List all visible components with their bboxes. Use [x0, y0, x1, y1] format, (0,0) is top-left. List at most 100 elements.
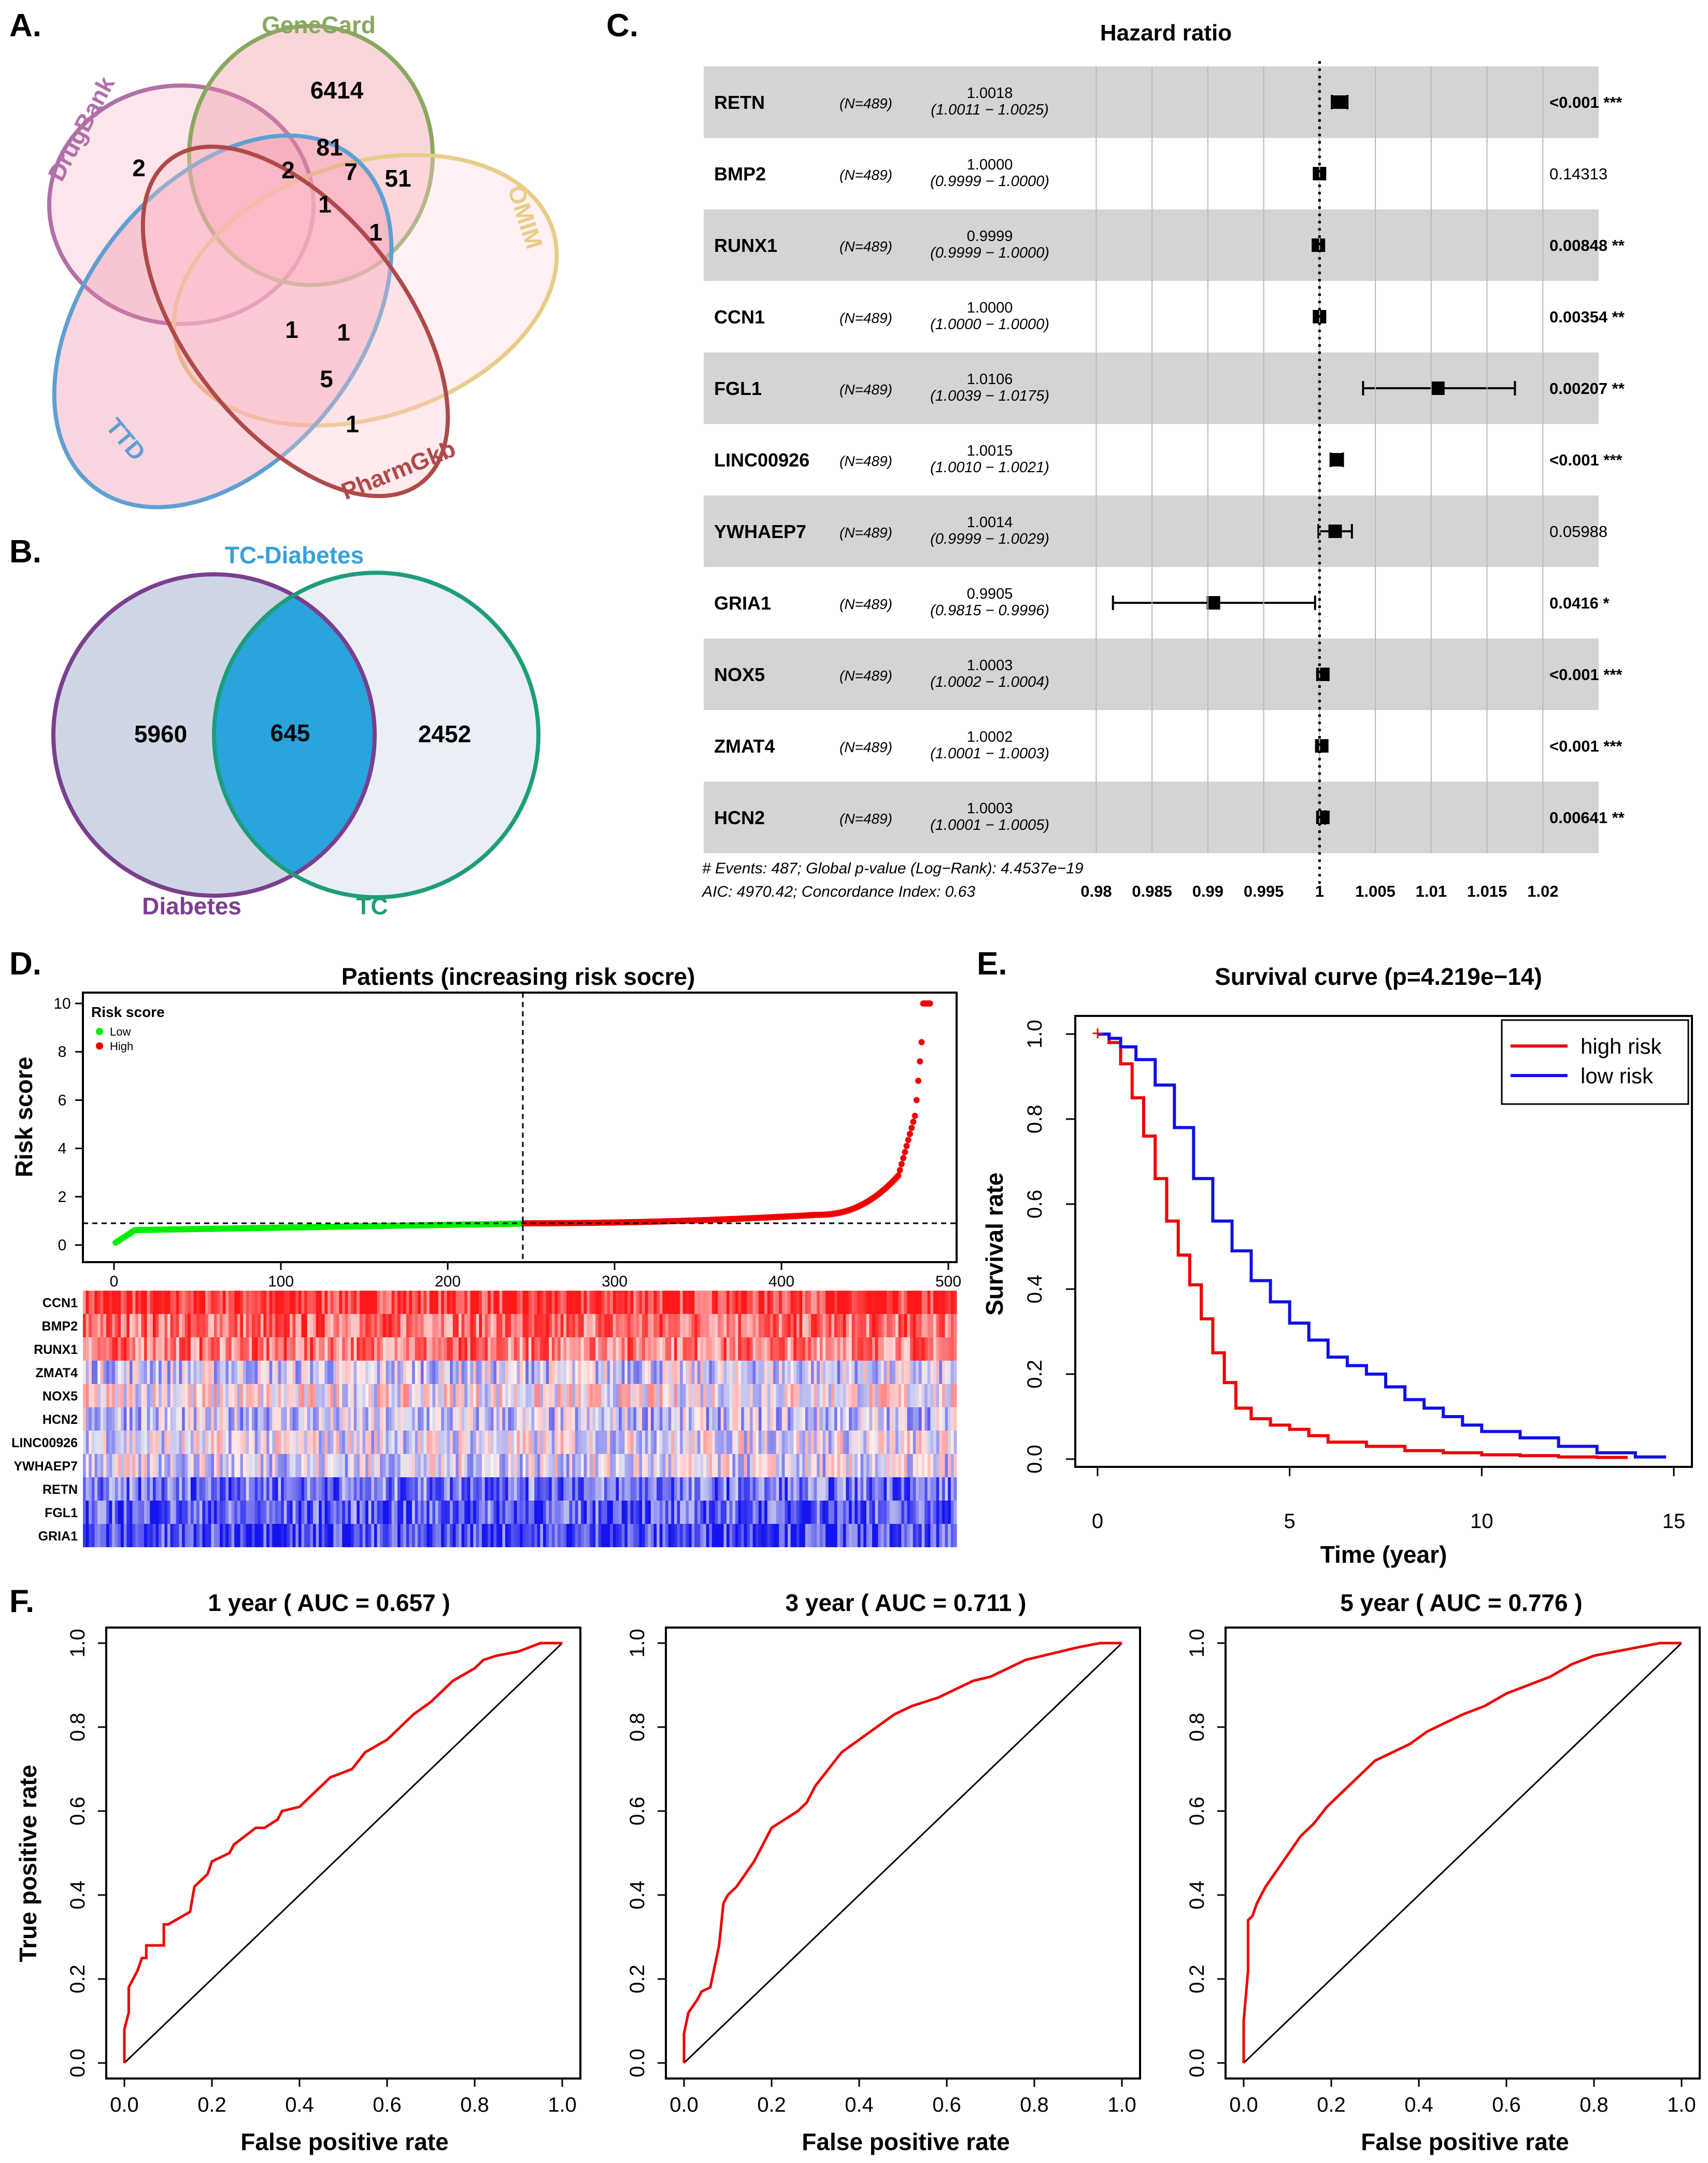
heatmap-cell — [511, 1407, 515, 1431]
heatmap-cell — [682, 1337, 686, 1361]
heatmap-cell — [814, 1524, 817, 1547]
heatmap-cell — [129, 1291, 133, 1314]
heatmap-cell — [921, 1501, 925, 1524]
heatmap-cell — [188, 1431, 191, 1454]
heatmap-cell — [97, 1524, 101, 1547]
heatmap-cell — [380, 1454, 383, 1477]
heatmap-cell — [857, 1337, 861, 1361]
heatmap-cell — [353, 1291, 357, 1314]
heatmap-cell — [767, 1431, 771, 1454]
risk-point — [896, 1167, 903, 1174]
heatmap-cell — [689, 1477, 692, 1501]
heatmap-cell — [843, 1431, 846, 1454]
heatmap-cell — [598, 1501, 602, 1524]
heatmap-cell — [167, 1337, 171, 1361]
heatmap-cell — [150, 1337, 153, 1361]
heatmap-cell — [290, 1431, 293, 1454]
heatmap-cell — [394, 1361, 398, 1384]
heatmap-cell — [263, 1361, 267, 1384]
heatmap-cell — [368, 1337, 372, 1361]
heatmap-cell — [220, 1431, 223, 1454]
heatmap-cell — [123, 1337, 127, 1361]
heatmap-cell — [83, 1477, 87, 1501]
heatmap-cell — [668, 1384, 672, 1407]
heatmap-cell — [252, 1384, 255, 1407]
heatmap-cell — [129, 1337, 133, 1361]
heatmap-cell — [292, 1454, 296, 1477]
heatmap-cell — [496, 1291, 500, 1314]
heatmap-cell — [671, 1407, 675, 1431]
heatmap-cell — [118, 1407, 121, 1431]
heatmap-cell — [222, 1524, 226, 1547]
heatmap-cell — [546, 1524, 549, 1547]
heatmap-cell — [601, 1501, 605, 1524]
heatmap-cell — [851, 1407, 855, 1431]
heatmap-cell — [927, 1337, 931, 1361]
heatmap-cell — [936, 1337, 940, 1361]
heatmap-cell — [825, 1361, 829, 1384]
heatmap-cell — [496, 1524, 500, 1547]
heatmap-cell — [138, 1454, 141, 1477]
heatmap-cell — [231, 1477, 235, 1501]
heatmap-cell — [686, 1291, 689, 1314]
heatmap-cell — [860, 1314, 864, 1337]
heatmap-cell — [642, 1337, 646, 1361]
heatmap-cell — [811, 1477, 815, 1501]
roc-title: 3 year ( AUC = 0.711 ) — [786, 1589, 1027, 1616]
heatmap-cell — [167, 1524, 171, 1547]
heatmap-cell — [371, 1314, 375, 1337]
heatmap-cell — [866, 1291, 870, 1314]
heatmap-cell — [333, 1384, 337, 1407]
heatmap-cell — [438, 1477, 442, 1501]
heatmap-cell — [467, 1361, 471, 1384]
heatmap-cell — [610, 1337, 614, 1361]
heatmap-cell — [878, 1407, 881, 1431]
heatmap-cell — [788, 1361, 791, 1384]
heatmap-cell — [619, 1407, 622, 1431]
heatmap-cell — [208, 1524, 211, 1547]
heatmap-cell — [365, 1501, 369, 1524]
heatmap-cell — [866, 1524, 870, 1547]
heatmap-cell — [706, 1384, 709, 1407]
heatmap-cell — [135, 1501, 139, 1524]
heatmap-cell — [534, 1501, 538, 1524]
heatmap-cell — [642, 1431, 646, 1454]
heatmap-cell — [901, 1407, 905, 1431]
heatmap-cell — [222, 1431, 226, 1454]
heatmap-cell — [353, 1524, 357, 1547]
heatmap-cell — [316, 1337, 319, 1361]
heatmap-cell — [184, 1524, 188, 1547]
heatmap-cell — [272, 1431, 276, 1454]
heatmap-cell — [476, 1337, 479, 1361]
heatmap-cell — [711, 1407, 716, 1431]
heatmap-cell — [895, 1524, 899, 1547]
heatmap-cell — [214, 1314, 218, 1337]
forest-hr-label: 0.9999 — [967, 228, 1013, 245]
heatmap-cell — [382, 1337, 387, 1361]
heatmap-cell — [420, 1291, 424, 1314]
heatmap-cell — [709, 1524, 713, 1547]
heatmap-cell — [671, 1384, 675, 1407]
heatmap-cell — [380, 1431, 383, 1454]
heatmap-cell — [904, 1337, 907, 1361]
heatmap-cell — [627, 1454, 631, 1477]
heatmap-cell — [217, 1384, 220, 1407]
heatmap-cell — [869, 1337, 873, 1361]
heatmap-cell — [243, 1407, 247, 1431]
heatmap-cell — [321, 1361, 325, 1384]
heatmap-cell — [569, 1454, 573, 1477]
heatmap-cell — [397, 1361, 401, 1384]
heatmap-cell — [313, 1361, 317, 1384]
heatmap-cell — [756, 1524, 759, 1547]
heatmap-cell — [587, 1407, 590, 1431]
heatmap-cell — [252, 1501, 255, 1524]
heatmap-cell — [723, 1361, 727, 1384]
heatmap-cell — [374, 1291, 378, 1314]
heatmap-cell — [141, 1431, 145, 1454]
heatmap-cell — [490, 1501, 494, 1524]
heatmap-cell — [814, 1361, 817, 1384]
heatmap-cell — [342, 1291, 346, 1314]
heatmap-cell — [572, 1337, 576, 1361]
heatmap-cell — [689, 1384, 692, 1407]
heatmap-cell — [240, 1361, 244, 1384]
